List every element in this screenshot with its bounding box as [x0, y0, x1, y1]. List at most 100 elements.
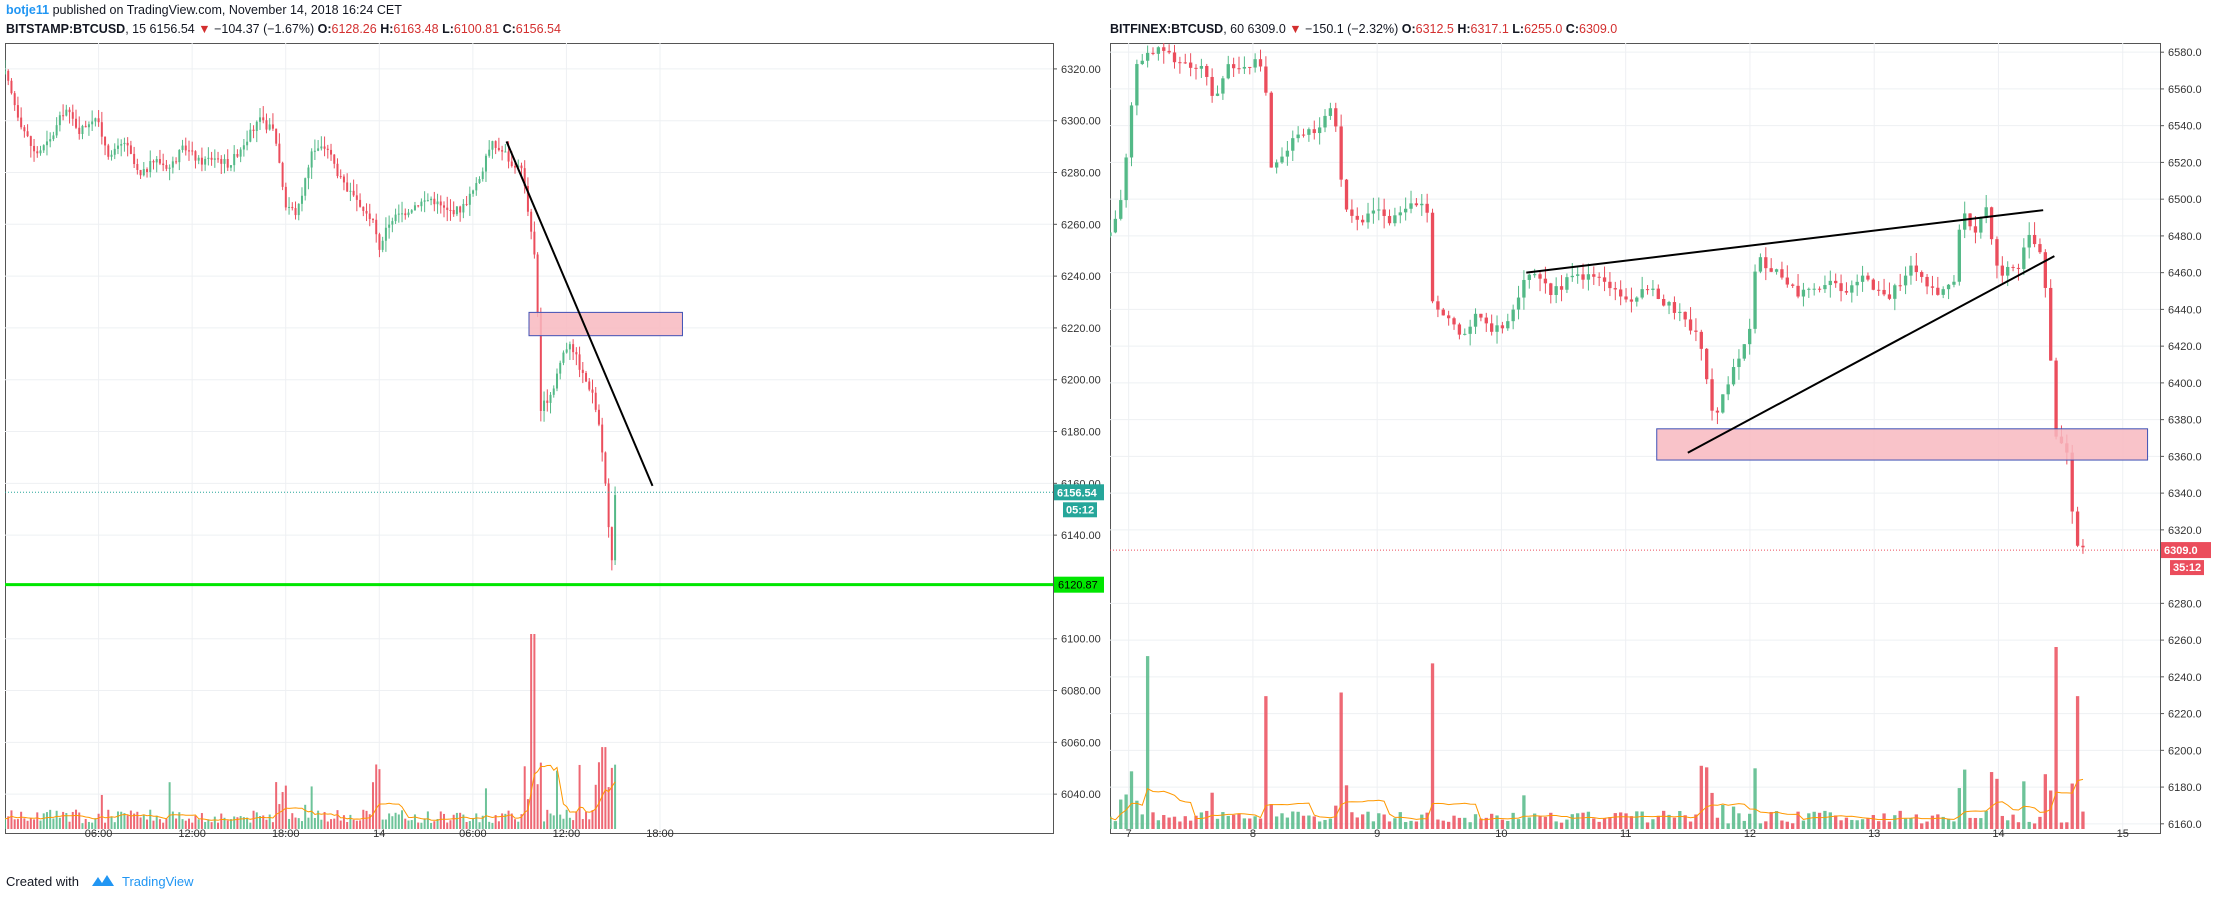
volume-bar [268, 814, 271, 829]
candle-body [1366, 213, 1370, 223]
volume-bar [1323, 819, 1327, 829]
volume-bar [116, 811, 119, 829]
candle-body [384, 227, 387, 241]
volume-bar [1748, 813, 1752, 829]
candle-body [401, 213, 404, 215]
candle-body [594, 392, 597, 410]
volume-bar [342, 815, 345, 829]
volume-bar [10, 810, 13, 829]
volume-bar [1893, 815, 1897, 829]
volume-bar [559, 814, 562, 829]
last-price: 6309.0 [1247, 22, 1286, 36]
author-link[interactable]: botje11 [6, 3, 50, 17]
volume-bar [2027, 821, 2031, 829]
volume-bar [123, 813, 126, 829]
volume-bar [162, 822, 165, 829]
volume-bar [249, 822, 252, 829]
volume-bar [1619, 812, 1623, 829]
price-tick-label: 6160.0 [2168, 819, 2202, 831]
candle-body [1667, 302, 1671, 306]
candle-body [1694, 330, 1698, 332]
candle-body [555, 373, 558, 389]
candle-body [2075, 511, 2080, 546]
bitfinex-chart-pane[interactable]: 6580.0 6560.0 6540.0 6520.0 6500.0 6480.0 6460… [1110, 43, 2211, 841]
candle-body [1145, 52, 1150, 61]
time-tick-label: 12:00 [178, 828, 206, 840]
volume-bar [384, 819, 387, 829]
candle-body [530, 211, 533, 232]
candle-body [113, 148, 116, 155]
volume-bar [407, 820, 410, 829]
volume-bar [1807, 813, 1811, 829]
volume-bar [614, 764, 617, 829]
volume-bar [94, 818, 97, 829]
candle-body [1839, 283, 1843, 292]
volume-bar [349, 814, 352, 829]
volume-bar [562, 818, 565, 829]
candle-body [333, 154, 336, 164]
candle-body [391, 221, 394, 225]
volume-bar [1301, 815, 1306, 829]
candle-body [278, 143, 281, 163]
candle-body [346, 182, 349, 192]
volume-bar [139, 817, 142, 829]
candle-body [1705, 348, 1709, 380]
volume-bar [1710, 792, 1714, 829]
last-price-label: 6309.0 [2164, 545, 2198, 557]
volume-bar [1167, 817, 1171, 829]
volume-bar [97, 813, 100, 829]
candle-body [591, 389, 594, 393]
volume-bar [549, 813, 552, 829]
volume-bar [55, 810, 58, 829]
candle-body [16, 105, 19, 118]
candle-body [300, 195, 303, 204]
candle-body [397, 213, 400, 215]
volume-bar [1387, 821, 1392, 829]
candle-body [349, 190, 352, 192]
candle-body [20, 117, 23, 128]
bitstamp-chart-pane[interactable]: 6320.00 6300.00 6280.00 6260.00 6240.00 6220.… [5, 43, 1106, 841]
candle-body [1377, 209, 1381, 211]
candle-body [507, 151, 510, 162]
volume-bar [1543, 816, 1548, 829]
candle-body [1178, 62, 1182, 64]
candle-body [1441, 309, 1445, 316]
candle-body [371, 219, 374, 221]
volume-bar [1339, 692, 1343, 829]
volume-bar [520, 814, 523, 829]
volume-bar [433, 821, 436, 829]
volume-bar [204, 822, 207, 829]
candle-body [1613, 288, 1617, 290]
price-tick-label: 6200.0 [2168, 745, 2202, 757]
volume-bar [146, 819, 149, 829]
candle-body [75, 118, 78, 128]
candle-body [1893, 285, 1897, 299]
candle-body [1490, 323, 1494, 332]
volume-bar [1110, 816, 1112, 829]
resistance-zone [1656, 428, 2149, 461]
candle-body [1549, 283, 1553, 295]
candle-body [146, 169, 149, 173]
candle-body [223, 159, 226, 164]
volume-ma-line [1110, 778, 2084, 821]
candle-body [116, 145, 119, 149]
tradingview-link[interactable]: TradingView [122, 874, 194, 889]
volume-bar [1699, 765, 1703, 829]
candle-body [1516, 297, 1521, 310]
volume-bar [310, 786, 313, 829]
candle-body [168, 167, 171, 169]
volume-bar [517, 821, 520, 829]
candle-body [1930, 286, 1935, 288]
volume-bar [2065, 822, 2069, 829]
candle-body [2016, 267, 2021, 269]
volume-bar [1382, 814, 1386, 829]
volume-bar [107, 809, 110, 829]
volume-bar [1393, 818, 1397, 829]
volume-bar [1280, 813, 1284, 829]
candle-body [378, 234, 381, 250]
candle-body [207, 157, 210, 159]
volume-bar [149, 809, 152, 829]
volume-bar [1989, 772, 1994, 829]
candle-body [1812, 288, 1816, 290]
candle-body [514, 166, 517, 168]
